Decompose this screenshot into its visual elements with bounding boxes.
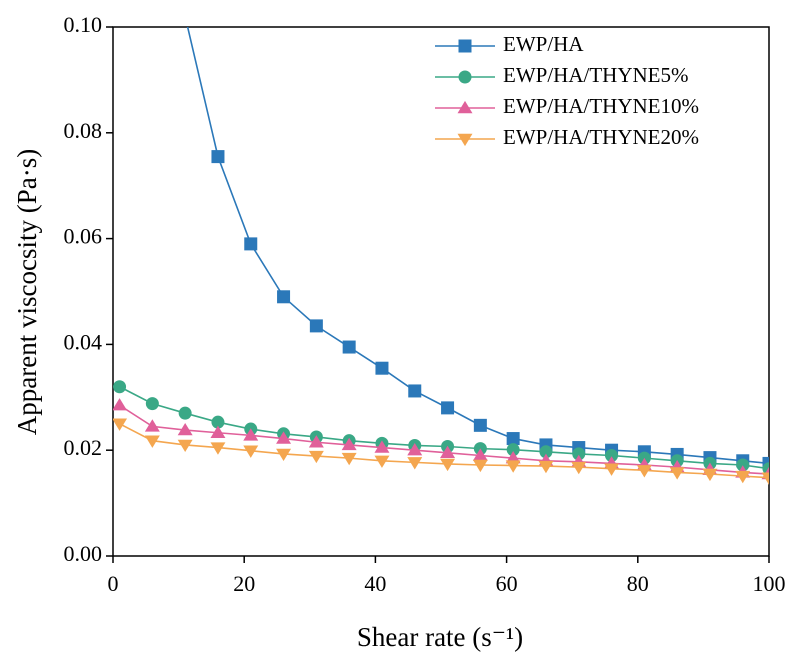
marker — [604, 463, 620, 476]
marker — [276, 431, 292, 444]
legend-label: EWP/HA/THYNE10% — [503, 94, 699, 118]
marker — [308, 450, 324, 464]
y-axis-label: Apparent viscocsity (Pa·s) — [12, 149, 42, 435]
marker — [605, 448, 619, 462]
legend-label: EWP/HA — [503, 32, 584, 56]
marker — [178, 406, 192, 420]
marker — [244, 237, 258, 251]
y-tick-label: 0.06 — [64, 224, 103, 249]
marker — [144, 419, 160, 432]
y-tick-label: 0.04 — [64, 329, 103, 354]
plot-area — [113, 10, 769, 485]
marker — [211, 150, 225, 164]
marker — [407, 443, 423, 456]
plot-frame — [112, 26, 770, 557]
marker — [473, 418, 487, 432]
x-tick-label: 20 — [233, 571, 255, 596]
x-tick-label: 60 — [496, 571, 518, 596]
marker — [211, 415, 225, 429]
y-tick-label: 0.02 — [64, 435, 103, 460]
legend-label: EWP/HA/THYNE20% — [503, 125, 699, 149]
marker — [341, 452, 357, 466]
legend-marker — [458, 70, 472, 84]
marker — [539, 445, 553, 459]
marker — [761, 472, 769, 485]
marker — [177, 439, 193, 453]
marker — [636, 465, 652, 478]
legend-marker — [457, 133, 473, 147]
marker — [571, 461, 587, 475]
marker — [145, 397, 159, 411]
legend-marker — [457, 100, 473, 114]
marker — [210, 425, 226, 438]
y-tick-label: 0.00 — [64, 541, 103, 566]
marker — [669, 467, 685, 480]
marker — [277, 290, 291, 304]
y-tick-label: 0.10 — [64, 12, 103, 37]
marker — [243, 445, 259, 458]
marker — [538, 460, 554, 474]
legend-marker — [458, 39, 472, 53]
marker — [210, 442, 226, 455]
marker — [179, 10, 192, 23]
marker — [375, 361, 389, 375]
marker — [177, 422, 193, 436]
marker — [572, 447, 586, 461]
marker — [735, 470, 751, 484]
marker — [440, 458, 456, 472]
marker — [276, 448, 292, 462]
marker — [702, 468, 718, 482]
marker — [472, 448, 488, 461]
marker — [342, 340, 356, 354]
x-axis-label: Shear rate (s⁻¹) — [357, 622, 523, 652]
x-tick-label: 0 — [108, 571, 119, 596]
marker — [736, 458, 750, 472]
marker — [341, 437, 357, 451]
marker — [440, 445, 456, 459]
marker — [506, 443, 520, 457]
marker — [113, 398, 128, 411]
marker — [374, 455, 390, 468]
marker — [506, 432, 520, 446]
marker — [441, 401, 455, 415]
marker — [505, 460, 521, 473]
marker — [505, 450, 521, 464]
marker — [308, 435, 324, 448]
marker — [309, 319, 323, 333]
y-tick-label: 0.08 — [64, 118, 103, 143]
marker — [113, 380, 127, 394]
marker — [374, 440, 390, 453]
marker — [408, 384, 422, 398]
marker — [407, 457, 423, 470]
legend-label: EWP/HA/THYNE5% — [503, 63, 688, 87]
marker — [243, 428, 259, 441]
marker — [144, 435, 160, 448]
x-tick-label: 100 — [753, 571, 786, 596]
marker — [113, 418, 128, 431]
x-tick-label: 80 — [627, 571, 649, 596]
marker — [472, 459, 488, 473]
x-tick-label: 40 — [364, 571, 386, 596]
